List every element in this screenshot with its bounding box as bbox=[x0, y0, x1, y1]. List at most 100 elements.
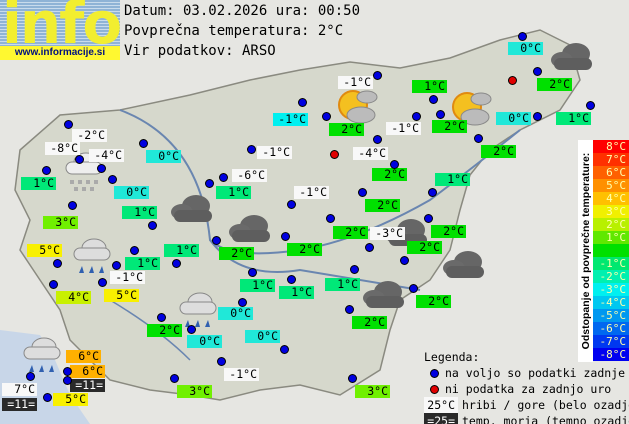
temperature-label: 6°C bbox=[66, 350, 101, 363]
station-dot[interactable] bbox=[26, 372, 35, 381]
legend-title: Legenda: bbox=[424, 350, 480, 364]
station-dot[interactable] bbox=[139, 139, 148, 148]
temperature-label: 3°C bbox=[43, 216, 78, 229]
station-dot[interactable] bbox=[358, 188, 367, 197]
logo[interactable]: info www.informacije.si bbox=[0, 0, 120, 60]
temperature-label: 2°C bbox=[481, 145, 516, 158]
station-dot[interactable] bbox=[108, 175, 117, 184]
station-dot[interactable] bbox=[64, 120, 73, 129]
legend-missing-text: ni podatka za zadnjo uro bbox=[445, 382, 612, 396]
scale-step: 1°C bbox=[593, 231, 629, 244]
temperature-label: -2°C bbox=[72, 129, 107, 142]
temperature-label: 0°C bbox=[245, 330, 280, 343]
station-dot[interactable] bbox=[373, 71, 382, 80]
station-dot[interactable] bbox=[63, 367, 72, 376]
station-dot[interactable] bbox=[586, 101, 595, 110]
station-dot[interactable] bbox=[350, 265, 359, 274]
station-dot[interactable] bbox=[172, 259, 181, 268]
station-dot[interactable] bbox=[280, 345, 289, 354]
dark-cloud-icon bbox=[440, 250, 488, 284]
scale-step: -7°C bbox=[593, 335, 629, 348]
station-dot[interactable] bbox=[49, 280, 58, 289]
station-dot[interactable] bbox=[43, 393, 52, 402]
temperature-label: 0°C bbox=[114, 186, 149, 199]
station-dot[interactable] bbox=[424, 214, 433, 223]
station-dot[interactable] bbox=[298, 98, 307, 107]
station-dot[interactable] bbox=[112, 261, 121, 270]
station-dot[interactable] bbox=[365, 243, 374, 252]
station-dot[interactable] bbox=[98, 278, 107, 287]
station-dot[interactable] bbox=[533, 67, 542, 76]
temperature-label: -3°C bbox=[370, 227, 405, 240]
station-dot[interactable] bbox=[390, 160, 399, 169]
station-dot[interactable] bbox=[97, 164, 106, 173]
station-dot[interactable] bbox=[148, 221, 157, 230]
temperature-label: 7°C bbox=[2, 383, 37, 396]
temperature-label: -1°C bbox=[294, 186, 329, 199]
logo-url[interactable]: www.informacije.si bbox=[0, 46, 120, 60]
temperature-label: -8°C bbox=[45, 142, 80, 155]
temperature-label: 3°C bbox=[355, 385, 390, 398]
station-dot[interactable] bbox=[474, 134, 483, 143]
station-dot[interactable] bbox=[53, 259, 62, 268]
station-dot[interactable] bbox=[247, 145, 256, 154]
temperature-label: 1°C bbox=[435, 173, 470, 186]
station-dot[interactable] bbox=[518, 32, 527, 41]
legend: Legenda: na voljo so podatki zadnje ure … bbox=[424, 349, 629, 424]
station-dot[interactable] bbox=[219, 173, 228, 182]
station-dot[interactable] bbox=[428, 188, 437, 197]
station-dot[interactable] bbox=[63, 376, 72, 385]
temperature-label: -1°C bbox=[338, 76, 373, 89]
station-dot[interactable] bbox=[238, 298, 247, 307]
station-dot[interactable] bbox=[326, 214, 335, 223]
station-dot[interactable] bbox=[281, 232, 290, 241]
station-dot[interactable] bbox=[533, 112, 542, 121]
station-dot[interactable] bbox=[75, 155, 84, 164]
station-dot[interactable] bbox=[187, 325, 196, 334]
temperature-label: 2°C bbox=[329, 123, 364, 136]
scale-step: -2°C bbox=[593, 270, 629, 283]
scale-step: -4°C bbox=[593, 296, 629, 309]
temperature-label: 2°C bbox=[352, 316, 387, 329]
station-dot-missing[interactable] bbox=[508, 76, 517, 85]
station-dot[interactable] bbox=[412, 112, 421, 121]
station-dot[interactable] bbox=[400, 256, 409, 265]
legend-hill-text: hribi / gore (belo ozadje) bbox=[462, 398, 629, 412]
deviation-scale: 8°C 7°C 6°C 5°C 4°C 3°C 2°C 1°C -1°C -2°C -3°C -4°C… bbox=[593, 140, 629, 361]
legend-missing: ni podatka za zadnjo uro bbox=[424, 381, 629, 397]
station-dot[interactable] bbox=[287, 275, 296, 284]
station-dot[interactable] bbox=[170, 374, 179, 383]
temperature-label: 1°C bbox=[240, 279, 275, 292]
station-dot[interactable] bbox=[130, 246, 139, 255]
temperature-label: 2°C bbox=[432, 120, 467, 133]
station-dot[interactable] bbox=[205, 179, 214, 188]
temperature-label: 2°C bbox=[219, 247, 254, 260]
station-dot[interactable] bbox=[287, 200, 296, 209]
scale-step: 2°C bbox=[593, 218, 629, 231]
scale-step: -1°C bbox=[593, 257, 629, 270]
scale-step: -6°C bbox=[593, 322, 629, 335]
legend-sea-text: temp. morja (temno ozadje) bbox=[462, 414, 629, 424]
temperature-label: 1°C bbox=[556, 112, 591, 125]
temperature-label: 1°C bbox=[122, 206, 157, 219]
station-dot[interactable] bbox=[157, 313, 166, 322]
station-dot-missing[interactable] bbox=[330, 150, 339, 159]
temperature-label: 2°C bbox=[416, 295, 451, 308]
station-dot[interactable] bbox=[373, 135, 382, 144]
station-dot[interactable] bbox=[348, 374, 357, 383]
station-dot[interactable] bbox=[217, 357, 226, 366]
temperature-label: 0°C bbox=[187, 335, 222, 348]
station-dot[interactable] bbox=[68, 201, 77, 210]
station-dot[interactable] bbox=[436, 110, 445, 119]
station-dot[interactable] bbox=[212, 236, 221, 245]
temperature-label: 1°C bbox=[21, 177, 56, 190]
station-dot[interactable] bbox=[345, 305, 354, 314]
sea-sample: =25= bbox=[424, 413, 458, 424]
station-dot[interactable] bbox=[322, 112, 331, 121]
station-dot[interactable] bbox=[42, 166, 51, 175]
station-dot[interactable] bbox=[409, 284, 418, 293]
rain-cloud-icon bbox=[176, 290, 220, 338]
station-dot[interactable] bbox=[248, 268, 257, 277]
station-dot[interactable] bbox=[429, 95, 438, 104]
